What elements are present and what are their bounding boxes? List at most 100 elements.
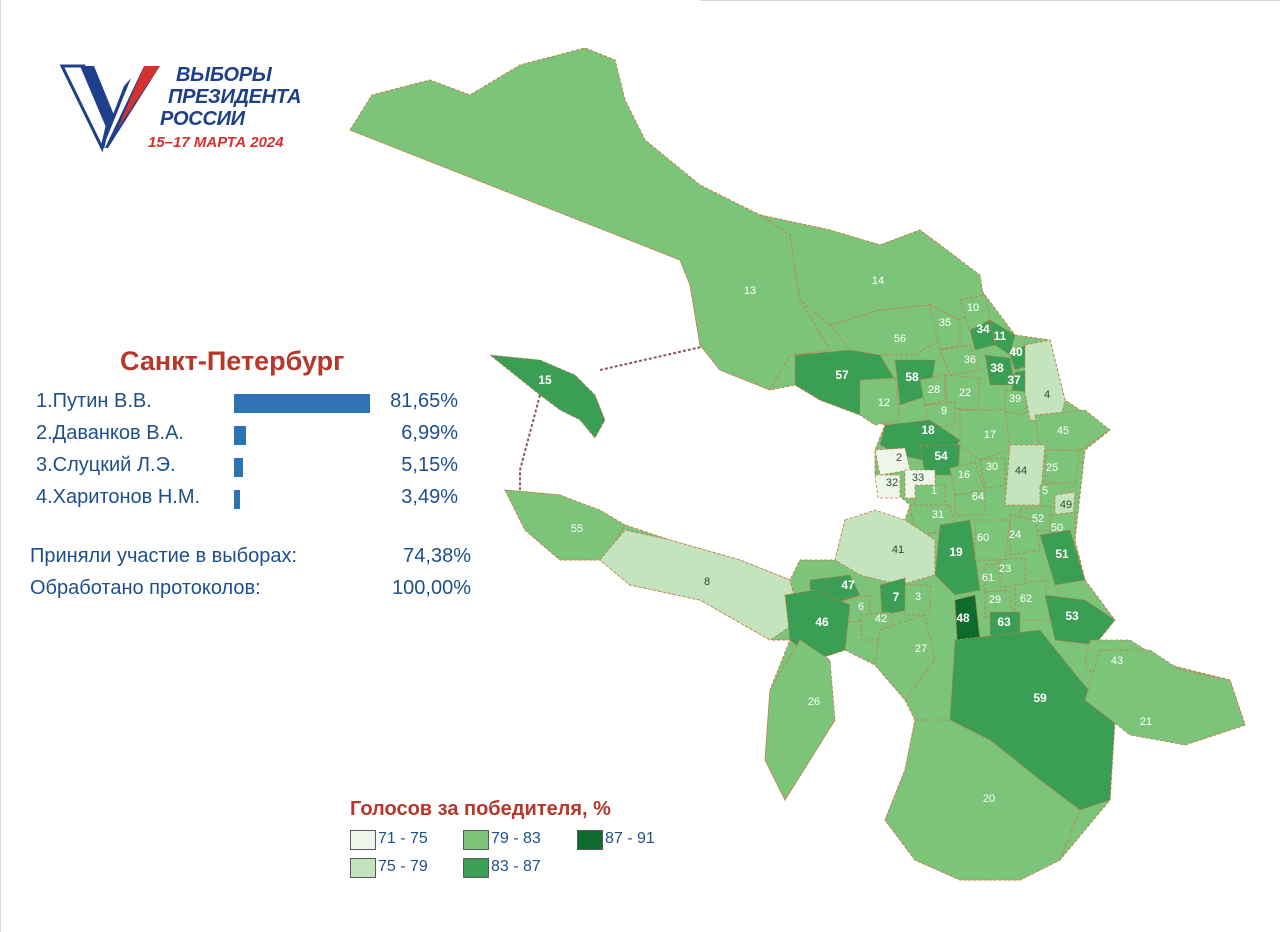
dam-line [519, 394, 541, 490]
district-45 [1034, 409, 1111, 451]
district-25 [1044, 449, 1081, 486]
district-label: 39 [1009, 393, 1021, 405]
district-64 [954, 489, 986, 516]
district-24 [1009, 514, 1041, 556]
protocols-value: 100,00% [392, 577, 471, 599]
district-label: 44 [1015, 465, 1027, 477]
district-label: 2 [896, 452, 902, 464]
district-26 [764, 639, 836, 801]
district-label: 47 [841, 578, 855, 592]
district-label: 54 [934, 449, 948, 463]
district-label: 8 [704, 576, 710, 588]
candidate-name: 3.Слуцкий Л.Э. [36, 454, 176, 476]
district-label: 33 [912, 472, 924, 484]
district-label: 51 [1055, 547, 1069, 561]
district-label: 31 [932, 509, 944, 521]
district-55 [504, 489, 626, 561]
candidate-percent: 6,99% [401, 422, 458, 444]
district-label: 13 [744, 285, 756, 297]
district-27 [874, 614, 936, 701]
district-label: 60 [977, 532, 989, 544]
district-label: 61 [982, 572, 994, 584]
checkmark-logo-icon [60, 64, 160, 153]
district-label: 27 [915, 643, 927, 655]
district-4 [1024, 339, 1066, 421]
district-label: 3 [915, 591, 921, 603]
district-label: 63 [997, 615, 1011, 629]
candidate-row: 2.Даванков В.А. 6,99% [36, 422, 466, 450]
district-label: 43 [1111, 655, 1123, 667]
district-label: 48 [956, 611, 970, 625]
district-label: 35 [939, 317, 951, 329]
district-label: 7 [893, 590, 900, 604]
district-13 [349, 47, 831, 391]
candidate-row: 3.Слуцкий Л.Э. 5,15% [36, 454, 466, 482]
legend-title: Голосов за победителя, % [350, 798, 611, 820]
candidate-name: 2.Даванков В.А. [36, 422, 184, 444]
district-label: 57 [835, 368, 849, 382]
district-19 [934, 519, 981, 596]
district-label: 29 [989, 594, 1001, 606]
protocols-label: Обработано протоколов: [30, 577, 261, 599]
district-label: 24 [1009, 529, 1021, 541]
district-label: 40 [1009, 345, 1023, 359]
district-label: 37 [1007, 373, 1021, 387]
district-label: 45 [1057, 425, 1069, 437]
district-41 [834, 509, 936, 586]
page-edge [700, 0, 1280, 1]
district-51 [1039, 529, 1086, 586]
candidate-bar [234, 490, 240, 509]
district-label: 55 [571, 523, 583, 535]
district-label: 11 [994, 329, 1007, 343]
legend-swatch [577, 830, 603, 850]
district-label: 38 [990, 361, 1004, 375]
election-logo: ВЫБОРЫ ПРЕЗИДЕНТА РОССИИ 15–17 МАРТА 202… [60, 62, 320, 158]
legend-swatch [463, 830, 489, 850]
district-label: 14 [872, 275, 884, 287]
district-label: 17 [984, 429, 996, 441]
district-label: 12 [878, 397, 890, 409]
district-label: 32 [886, 477, 898, 489]
district-label: 30 [986, 461, 998, 473]
district-label: 50 [1051, 522, 1063, 534]
district-label: 53 [1065, 609, 1079, 623]
turnout-row: Приняли участие в выборах: 74,38% [30, 545, 475, 573]
candidate-percent: 3,49% [401, 486, 458, 508]
district-36 [939, 344, 981, 376]
district-7 [879, 577, 909, 616]
district-label: 22 [959, 387, 971, 399]
district-21 [1084, 649, 1246, 746]
district-12 [859, 377, 901, 426]
candidate-bar [234, 426, 246, 445]
district-label: 62 [1020, 593, 1032, 605]
district-label: 36 [964, 354, 976, 366]
legend-label: 79 - 83 [491, 830, 541, 847]
city-title: Санкт-Петербург [120, 346, 345, 376]
turnout-label: Приняли участие в выборах: [30, 545, 298, 567]
dam-line [599, 344, 711, 371]
legend-label: 75 - 79 [378, 858, 428, 875]
district-49 [1054, 491, 1076, 519]
legend-swatch [463, 858, 489, 878]
district-label: 64 [972, 491, 984, 503]
candidate-percent: 5,15% [401, 454, 458, 476]
legend-swatch [350, 830, 376, 850]
candidate-row: 1.Путин В.В. 81,65% [36, 390, 466, 418]
logo-line-russia: РОССИИ [160, 108, 245, 130]
district-label: 59 [1033, 691, 1047, 705]
district-label: 23 [999, 563, 1011, 575]
candidate-name: 4.Харитонов Н.М. [36, 486, 201, 508]
district-39 [1004, 389, 1031, 416]
district-label: 28 [928, 384, 940, 396]
district-32 [874, 474, 901, 499]
district-label: 1 [931, 485, 937, 497]
district-label: 19 [949, 545, 963, 559]
district-label: 6 [858, 601, 864, 613]
logo-line-elections: ВЫБОРЫ [176, 64, 272, 86]
district-label: 42 [875, 613, 887, 625]
candidate-bar [234, 394, 370, 413]
district-8 [599, 529, 801, 641]
legend-label: 87 - 91 [605, 830, 655, 847]
district-56 [829, 304, 941, 356]
